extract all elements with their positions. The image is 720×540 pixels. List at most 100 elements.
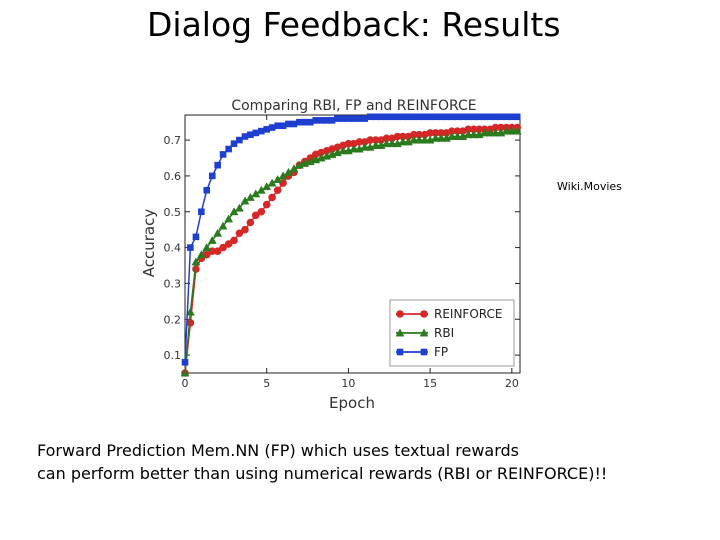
y-tick-label: 0.1 — [164, 349, 182, 362]
data-point-rbi — [196, 250, 206, 259]
data-point-fp — [356, 115, 363, 122]
data-point-fp — [421, 113, 429, 121]
dataset-label: Wiki.Movies — [557, 180, 622, 193]
y-tick-label: 0.4 — [164, 242, 182, 255]
data-point-fp — [366, 113, 374, 121]
data-point-fp — [312, 117, 320, 124]
data-point-rbi — [398, 137, 408, 146]
data-point-fp — [339, 115, 347, 122]
data-point-fp — [394, 113, 401, 121]
caption: Forward Prediction Mem.NN (FP) which use… — [37, 439, 607, 485]
legend-marker-reinforce — [420, 310, 428, 318]
data-point-rbi — [382, 139, 391, 148]
data-point-fp — [481, 113, 488, 121]
data-point-rbi — [452, 131, 462, 140]
data-point-fp — [307, 118, 314, 126]
data-point-fp — [345, 115, 352, 122]
x-axis-label: Epoch — [329, 394, 375, 412]
data-point-rbi — [202, 243, 212, 252]
data-point-rbi — [349, 144, 359, 153]
data-point-fp — [219, 151, 227, 158]
legend-marker-fp — [420, 348, 428, 356]
y-tick-label: 0.6 — [164, 170, 182, 183]
data-point-fp — [334, 115, 341, 122]
data-point-fp — [486, 113, 494, 121]
data-point-rbi — [360, 142, 370, 151]
data-point-fp — [454, 113, 461, 121]
chart-title: Comparing RBI, FP and REINFORCE — [231, 98, 476, 114]
data-point-fp — [187, 244, 194, 251]
data-point-fp — [290, 120, 298, 128]
data-point-fp — [448, 113, 456, 121]
data-point-fp — [236, 136, 243, 144]
data-point-reinforce — [213, 247, 222, 255]
data-point-rbi — [234, 203, 244, 212]
data-point-fp — [426, 113, 434, 121]
data-point-fp — [459, 113, 467, 121]
x-tick-label: 20 — [505, 377, 519, 390]
data-point-fp — [432, 113, 439, 121]
legend-label-fp: FP — [434, 345, 448, 359]
data-point-reinforce — [246, 218, 255, 227]
data-point-fp — [301, 118, 309, 126]
plot-layer: 0.1 0.2 0.3 0.4 0.5 0.6 0.7 0 5 10 15 20 REINFORCE RB… — [164, 113, 522, 390]
legend-marker-fp — [396, 348, 404, 356]
data-point-rbi — [507, 126, 517, 135]
data-point-reinforce — [273, 186, 282, 195]
data-point-rbi — [207, 235, 217, 244]
data-point-reinforce — [224, 240, 233, 248]
data-point-rbi — [491, 128, 500, 137]
data-point-fp — [241, 133, 249, 140]
data-point-fp — [377, 113, 385, 121]
data-point-fp — [503, 113, 510, 121]
data-point-rbi — [512, 126, 522, 135]
y-tick-label: 0.7 — [164, 134, 182, 147]
data-point-reinforce — [262, 200, 271, 209]
data-point-rbi — [218, 221, 228, 230]
data-point-rbi — [371, 140, 381, 149]
data-point-fp — [214, 161, 221, 169]
x-tick-label: 15 — [423, 377, 437, 390]
data-point-fp — [274, 122, 281, 130]
data-point-fp — [208, 172, 216, 180]
data-point-reinforce — [235, 229, 244, 238]
legend-marker-rbi — [419, 328, 429, 337]
data-point-fp — [323, 117, 330, 124]
data-point-rbi — [469, 130, 479, 139]
x-tick-label: 5 — [263, 377, 270, 390]
legend-label-rbi: RBI — [434, 326, 454, 340]
x-tick-label: 0 — [182, 377, 189, 390]
data-point-fp — [268, 124, 276, 131]
data-point-rbi — [420, 135, 430, 144]
y-tick-label: 0.5 — [164, 206, 182, 219]
data-point-rbi — [185, 307, 195, 316]
data-point-fp — [258, 127, 265, 135]
data-point-fp — [247, 131, 254, 139]
data-point-fp — [443, 113, 450, 121]
data-point-rbi — [414, 135, 424, 144]
data-point-rbi — [213, 228, 223, 237]
data-point-rbi — [502, 126, 511, 135]
data-point-reinforce — [219, 243, 227, 252]
data-point-rbi — [463, 130, 473, 139]
data-point-fp — [383, 113, 390, 121]
data-point-fp — [475, 113, 483, 121]
data-point-fp — [492, 113, 499, 121]
legend-marker-reinforce — [396, 310, 404, 318]
data-point-fp — [464, 113, 472, 121]
data-point-fp — [410, 113, 418, 121]
data-point-reinforce — [268, 193, 276, 202]
y-tick-label: 0.3 — [164, 277, 182, 290]
data-point-reinforce — [257, 207, 266, 216]
data-point-fp — [296, 118, 303, 126]
caption-line-1: Forward Prediction Mem.NN (FP) which use… — [37, 441, 520, 460]
data-point-rbi — [480, 128, 489, 137]
slide-title: Dialog Feedback: Results — [147, 5, 561, 44]
accuracy-chart: 0.1 0.2 0.3 0.4 0.5 0.6 0.7 0 5 10 15 20 REINFORCE RB… — [140, 98, 522, 412]
data-point-fp — [279, 122, 287, 130]
data-point-fp — [198, 208, 205, 216]
caption-line-2: can perform better than using numerical … — [37, 464, 608, 483]
data-point-fp — [230, 140, 238, 147]
data-point-rbi — [387, 139, 397, 148]
data-point-fp — [192, 233, 200, 241]
